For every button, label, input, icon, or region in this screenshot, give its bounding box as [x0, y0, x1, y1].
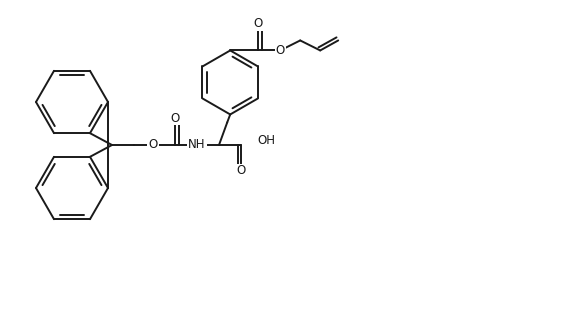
Text: O: O: [276, 44, 285, 57]
Text: NH: NH: [188, 139, 205, 152]
Text: O: O: [254, 17, 263, 30]
Text: O: O: [170, 112, 180, 125]
Text: OH: OH: [257, 135, 275, 148]
Text: O: O: [148, 139, 158, 152]
Text: O: O: [236, 165, 246, 178]
